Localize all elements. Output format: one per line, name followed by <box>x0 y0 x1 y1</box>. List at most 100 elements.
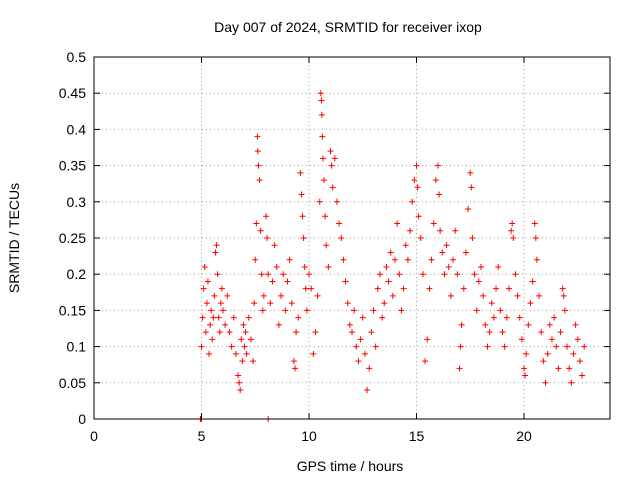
data-point <box>361 350 368 357</box>
data-point <box>574 336 581 343</box>
data-point <box>473 307 480 314</box>
data-point <box>548 336 555 343</box>
data-point <box>198 343 205 350</box>
data-point <box>458 321 465 328</box>
data-point <box>561 307 568 314</box>
data-point <box>419 271 426 278</box>
data-point <box>213 242 220 249</box>
data-point <box>298 191 305 198</box>
data-point <box>521 365 527 372</box>
data-point <box>331 155 338 162</box>
data-point <box>467 169 474 176</box>
data-point <box>465 206 472 213</box>
data-point <box>293 329 300 336</box>
data-point <box>200 285 207 292</box>
data-point <box>355 358 362 365</box>
data-point <box>318 97 325 104</box>
data-point <box>236 379 243 386</box>
y-tick-label: 0.5 <box>67 49 87 65</box>
data-point <box>480 292 487 299</box>
plot-frame <box>93 56 611 420</box>
x-tick-label: 20 <box>516 428 532 444</box>
data-point <box>253 220 260 227</box>
data-point <box>278 292 285 299</box>
data-point <box>443 242 450 249</box>
data-point <box>368 329 375 336</box>
data-point <box>370 307 377 314</box>
data-point <box>250 358 257 365</box>
data-point <box>237 387 244 394</box>
data-point <box>486 329 493 336</box>
data-point <box>551 314 558 321</box>
y-tick-label: 0.3 <box>67 194 87 210</box>
data-point <box>258 271 265 278</box>
grid-lines <box>94 57 610 419</box>
data-point <box>560 292 567 299</box>
y-tick-label: 0.2 <box>67 266 87 282</box>
y-tick-label: 0.05 <box>59 375 86 391</box>
data-point <box>239 358 246 365</box>
data-point <box>312 329 319 336</box>
data-point <box>202 329 209 336</box>
data-point <box>417 235 424 241</box>
data-point <box>525 321 532 328</box>
data-point <box>538 329 545 336</box>
data-point <box>207 321 214 328</box>
data-point <box>456 365 463 372</box>
data-point <box>260 292 267 299</box>
data-point <box>436 191 443 198</box>
data-point <box>372 343 379 350</box>
data-point <box>454 271 461 278</box>
data-points <box>197 90 588 422</box>
data-point <box>424 336 431 343</box>
data-point <box>252 256 259 263</box>
data-point <box>199 314 206 321</box>
data-point <box>376 271 383 278</box>
data-point <box>432 177 439 184</box>
data-point <box>240 321 247 328</box>
data-point <box>340 256 347 263</box>
data-point <box>297 169 304 176</box>
data-point <box>475 278 482 285</box>
data-point <box>256 177 263 184</box>
data-point <box>286 256 293 263</box>
data-point <box>437 227 444 234</box>
data-point <box>505 285 512 292</box>
data-point <box>254 133 261 140</box>
y-tick-label: 0.25 <box>59 230 86 246</box>
data-point <box>527 300 534 307</box>
data-point <box>564 343 570 350</box>
data-point <box>212 249 219 256</box>
data-point <box>218 285 225 292</box>
data-point <box>387 249 394 256</box>
data-point <box>310 350 317 357</box>
data-point <box>572 321 579 328</box>
data-point <box>566 365 573 372</box>
data-point <box>322 213 329 220</box>
y-tick-label: 0.45 <box>59 85 86 101</box>
data-point <box>460 285 467 292</box>
data-point <box>366 365 373 372</box>
data-point <box>392 256 398 263</box>
data-point <box>264 235 271 241</box>
data-point <box>469 235 476 241</box>
data-point <box>319 155 326 162</box>
data-point <box>318 111 325 118</box>
data-point <box>206 350 213 357</box>
data-point <box>533 256 540 263</box>
data-point <box>349 329 355 336</box>
data-point <box>499 329 506 336</box>
data-point <box>400 285 407 292</box>
data-point <box>413 162 420 169</box>
data-point <box>509 220 516 227</box>
data-point <box>217 300 224 307</box>
data-point <box>344 300 351 307</box>
data-point <box>484 343 491 350</box>
data-point <box>220 307 226 314</box>
data-point <box>251 300 258 307</box>
data-point <box>411 177 418 184</box>
data-point <box>555 365 562 372</box>
data-point <box>224 292 231 299</box>
data-point <box>531 220 538 227</box>
data-point <box>308 285 315 292</box>
